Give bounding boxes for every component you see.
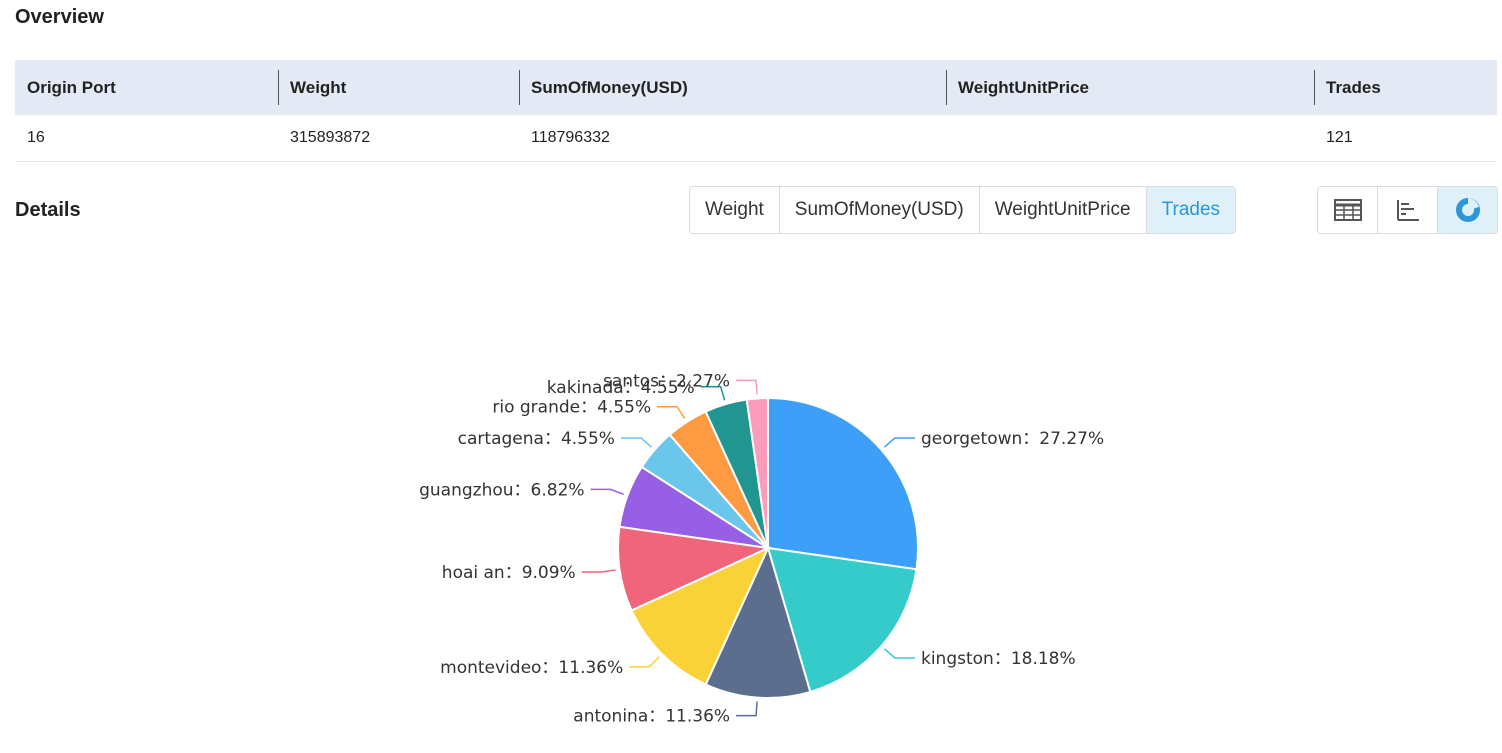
header-weight: Weight	[278, 60, 519, 115]
table-icon	[1333, 199, 1362, 221]
pie-label-kakinada: kakinada：4.55%	[547, 378, 695, 398]
pie-view-button[interactable]	[1437, 187, 1497, 233]
header-trades: Trades	[1314, 60, 1497, 115]
bar-view-button[interactable]	[1377, 187, 1437, 233]
pie-label-santos: santos：2.27%	[603, 371, 730, 391]
pie-label-montevideo: montevideo：11.36%	[440, 658, 623, 678]
pie-slice-georgetown[interactable]	[767, 396, 919, 571]
tab-sum-of-money[interactable]: SumOfMoney(USD)	[778, 187, 979, 233]
leader-line-cartagena	[620, 437, 653, 448]
header-weight-unit-price: WeightUnitPrice	[946, 60, 1314, 115]
pie-label-guangzhou: guangzhou：6.82%	[419, 480, 584, 500]
overview-header-row: Origin Port Weight SumOfMoney(USD) Weigh…	[15, 60, 1497, 115]
pie-label-cartagena: cartagena：4.55%	[458, 429, 615, 449]
leader-line-antonina	[736, 701, 758, 717]
pie-slice-santos[interactable]	[745, 396, 769, 549]
overview-title: Overview	[15, 6, 104, 28]
pie-label-kingston: kingston：18.18%	[921, 649, 1076, 669]
view-switcher	[1317, 186, 1498, 234]
table-view-button[interactable]	[1318, 187, 1377, 233]
cell-trades: 121	[1314, 115, 1497, 162]
table-row: 16 315893872 118796332 121	[15, 115, 1497, 162]
pie-slice-hoai-an[interactable]	[617, 525, 772, 612]
pie-slice-kingston[interactable]	[766, 546, 918, 694]
leader-line-guangzhou	[590, 488, 624, 495]
pie-label-antonina: antonina：11.36%	[573, 707, 730, 727]
cell-weight-unit-price	[946, 115, 1314, 162]
pie-chart: georgetown：27.27% kingston：18.18% antonina…	[419, 371, 1104, 727]
metric-tabs: Weight SumOfMoney(USD) WeightUnitPrice T…	[689, 186, 1237, 234]
header-origin-port: Origin Port	[15, 60, 278, 115]
tab-weight-unit-price[interactable]: WeightUnitPrice	[978, 187, 1146, 233]
leader-line-rio-grande	[657, 405, 686, 419]
pie-label-hoai-an: hoai an：9.09%	[442, 563, 576, 583]
header-sum-of-money: SumOfMoney(USD)	[519, 60, 946, 115]
cell-origin-port: 16	[15, 115, 278, 162]
bar-chart-icon	[1396, 200, 1419, 221]
leader-line-kakinada	[700, 386, 726, 401]
cell-sum-of-money: 118796332	[519, 115, 946, 162]
pie-slice-montevideo[interactable]	[630, 545, 771, 686]
leader-line-hoai-an	[581, 569, 616, 573]
overview-table: Origin Port Weight SumOfMoney(USD) Weigh…	[15, 60, 1497, 162]
leader-line-santos	[736, 379, 758, 395]
cell-weight: 315893872	[278, 115, 519, 162]
tab-weight[interactable]: Weight	[690, 187, 779, 233]
pie-label-rio-grande: rio grande：4.55%	[492, 398, 651, 418]
pie-slice-antonina[interactable]	[704, 545, 812, 699]
pie-chart-icon	[1455, 198, 1480, 222]
tab-trades[interactable]: Trades	[1145, 187, 1236, 233]
details-title: Details	[15, 199, 81, 221]
pie-label-georgetown: georgetown：27.27%	[921, 429, 1104, 449]
leader-line-georgetown	[883, 437, 915, 448]
leader-line-kingston	[883, 648, 915, 659]
leader-line-montevideo	[629, 656, 660, 668]
